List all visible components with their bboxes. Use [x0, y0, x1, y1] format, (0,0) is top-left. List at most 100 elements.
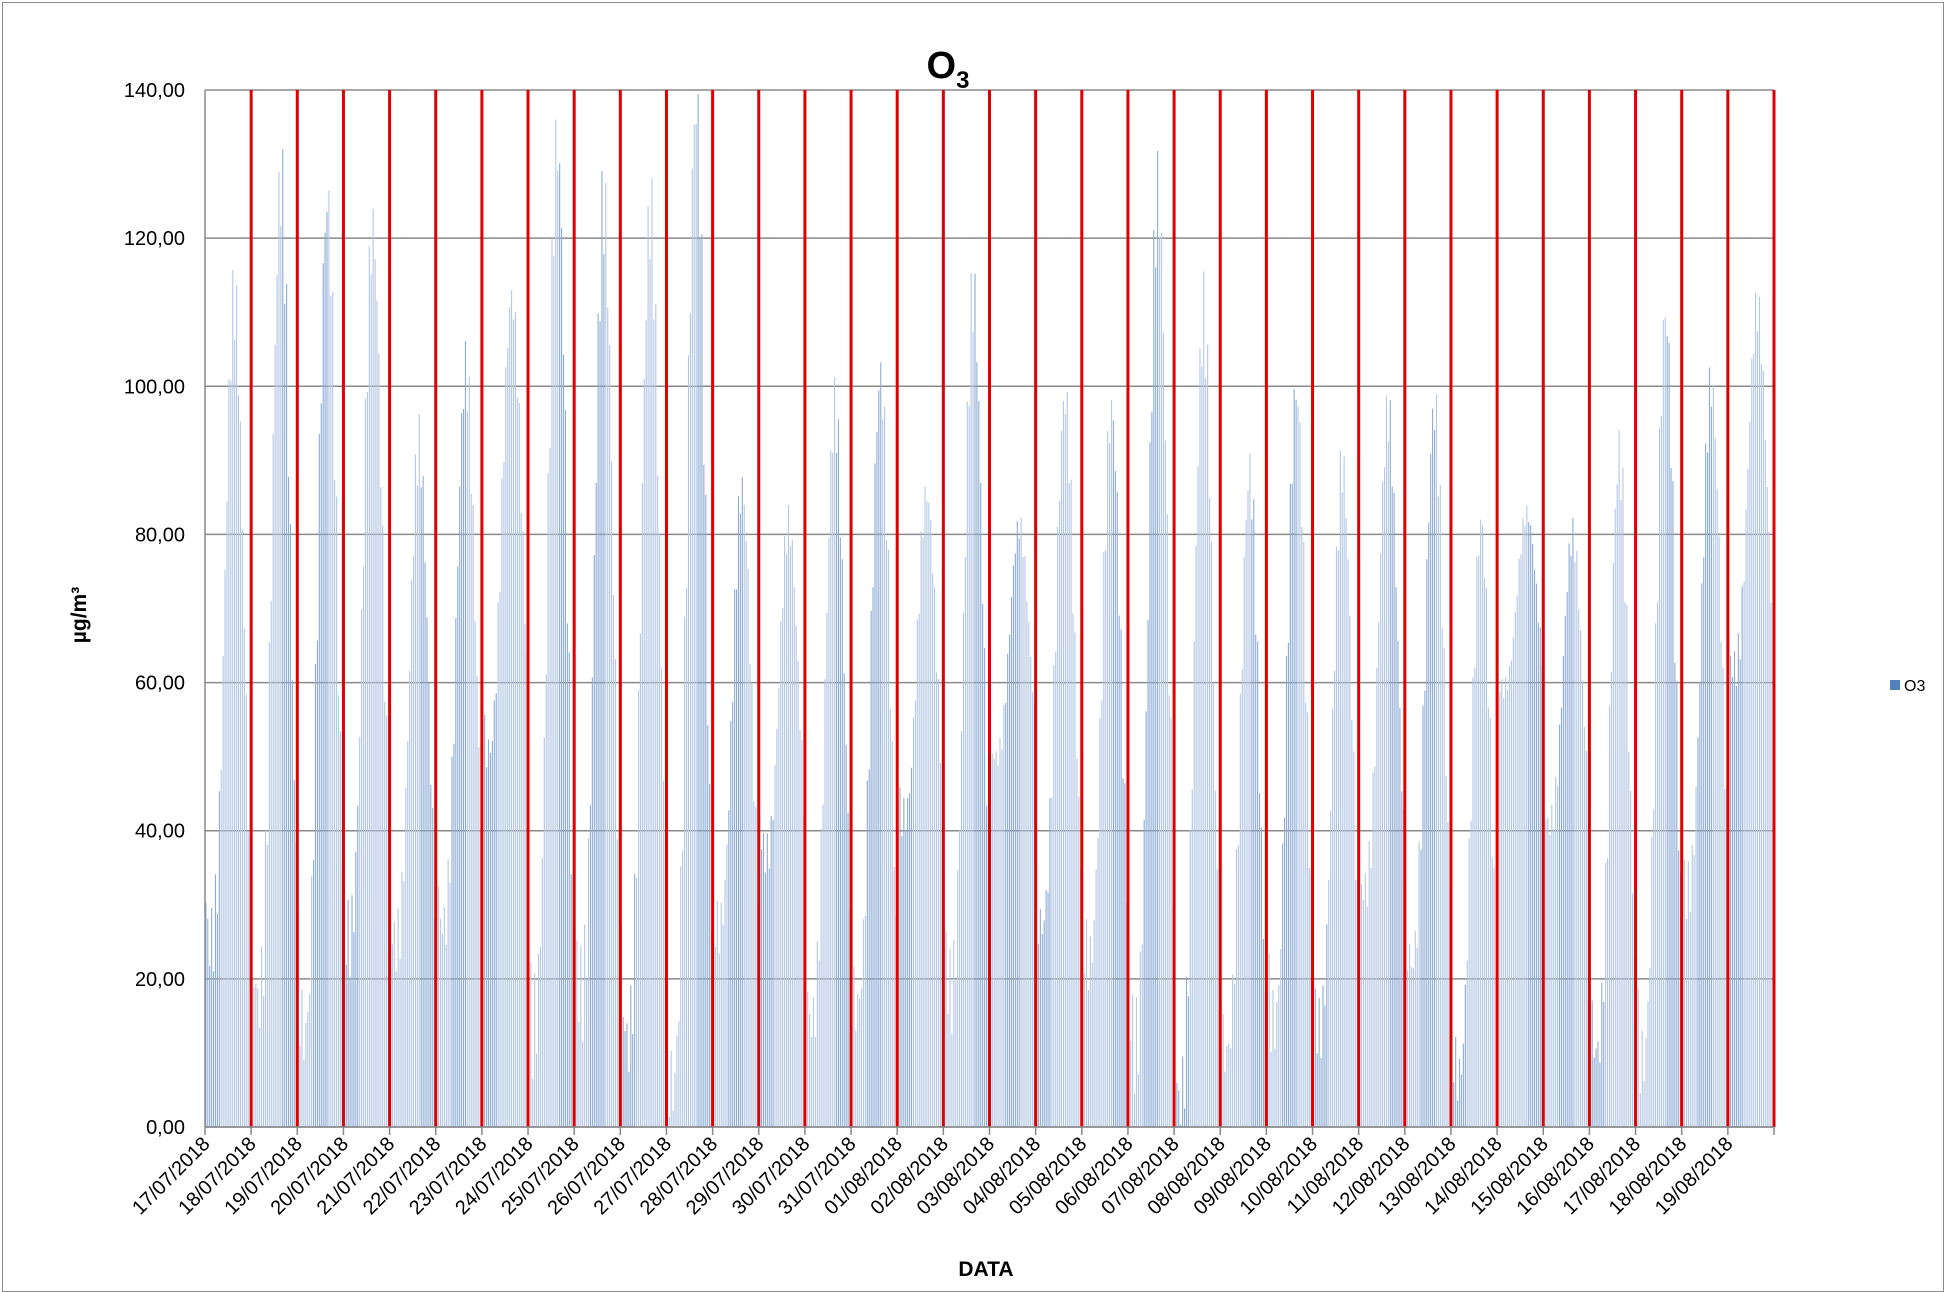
bar — [845, 744, 847, 1127]
bar — [1012, 565, 1014, 1127]
bar — [553, 255, 555, 1128]
bar — [357, 805, 359, 1127]
bar — [211, 907, 213, 1127]
bar — [214, 874, 217, 1127]
bar — [578, 1021, 580, 1127]
bar — [1341, 492, 1343, 1128]
bar — [509, 307, 511, 1127]
bar — [339, 731, 342, 1127]
bar — [776, 728, 778, 1127]
bar — [326, 211, 328, 1127]
bar — [1741, 586, 1743, 1127]
x-axis-title: DATA — [958, 1258, 1013, 1279]
bar — [314, 663, 317, 1127]
bar — [889, 708, 891, 1127]
bar — [1657, 602, 1659, 1127]
bar — [1235, 849, 1238, 1127]
bar — [1241, 669, 1243, 1127]
bar — [1547, 817, 1549, 1127]
bar — [622, 1017, 624, 1127]
bar — [1155, 267, 1157, 1127]
bar — [880, 362, 882, 1127]
bar — [1314, 988, 1316, 1127]
bar — [532, 1078, 534, 1127]
bar — [332, 291, 334, 1128]
bar — [1437, 496, 1439, 1128]
bar — [303, 1060, 305, 1127]
bar — [1720, 641, 1722, 1127]
bar — [905, 830, 907, 1127]
bar — [682, 851, 684, 1127]
bar — [276, 275, 278, 1127]
bar — [1730, 656, 1732, 1127]
bar — [1607, 858, 1609, 1127]
bar — [1482, 525, 1484, 1127]
bar — [655, 304, 657, 1127]
bar — [1512, 637, 1514, 1127]
bar — [1307, 712, 1309, 1127]
bar — [1285, 655, 1288, 1127]
bar — [516, 398, 518, 1128]
bar — [1564, 615, 1566, 1127]
bar — [345, 964, 347, 1127]
bar — [522, 531, 524, 1127]
bar — [507, 347, 509, 1128]
bar — [1608, 706, 1611, 1127]
bar — [1272, 989, 1274, 1127]
bar — [1099, 717, 1101, 1127]
bar — [949, 949, 951, 1127]
bar — [476, 676, 478, 1127]
bar — [870, 610, 872, 1127]
bar — [1245, 519, 1247, 1127]
bar — [903, 798, 905, 1127]
bar — [1159, 237, 1161, 1127]
bar — [955, 980, 957, 1127]
bar — [784, 535, 786, 1127]
bar — [347, 899, 349, 1127]
bar — [1628, 751, 1630, 1127]
bar — [1505, 677, 1507, 1127]
bar — [366, 391, 368, 1128]
bar — [239, 421, 242, 1128]
bar — [499, 591, 501, 1127]
bar — [807, 992, 809, 1127]
bar — [1576, 551, 1578, 1127]
bar — [1168, 695, 1170, 1127]
bar — [1122, 778, 1124, 1127]
bar — [1614, 508, 1616, 1128]
bar — [1645, 1037, 1647, 1127]
bar — [1022, 556, 1024, 1127]
bar — [937, 678, 940, 1127]
bar — [395, 971, 397, 1127]
y-tick-label: 120,00 — [124, 228, 185, 250]
bar — [470, 493, 472, 1127]
bar — [976, 362, 978, 1127]
bar — [1283, 817, 1286, 1127]
bar — [907, 798, 909, 1127]
bar — [774, 765, 776, 1127]
bar — [278, 172, 280, 1127]
bar — [991, 753, 993, 1127]
bar — [1205, 378, 1207, 1128]
bar — [520, 513, 522, 1127]
bar — [1733, 651, 1736, 1127]
bar — [1687, 861, 1689, 1127]
bar — [1551, 804, 1553, 1127]
bar — [1455, 1036, 1457, 1127]
bar — [497, 602, 499, 1127]
bar — [1124, 783, 1126, 1127]
bar — [1097, 838, 1099, 1127]
bar — [272, 433, 274, 1127]
bar — [1318, 998, 1320, 1127]
bar — [643, 379, 645, 1127]
bar — [1503, 698, 1505, 1127]
bar — [1112, 420, 1114, 1127]
bar — [837, 419, 840, 1127]
chart-title-main: O — [927, 45, 957, 87]
bar — [1345, 517, 1347, 1127]
bar — [380, 487, 382, 1127]
bar — [337, 695, 340, 1127]
bar — [855, 1030, 857, 1127]
bar — [1705, 443, 1707, 1127]
bar — [1526, 505, 1528, 1128]
